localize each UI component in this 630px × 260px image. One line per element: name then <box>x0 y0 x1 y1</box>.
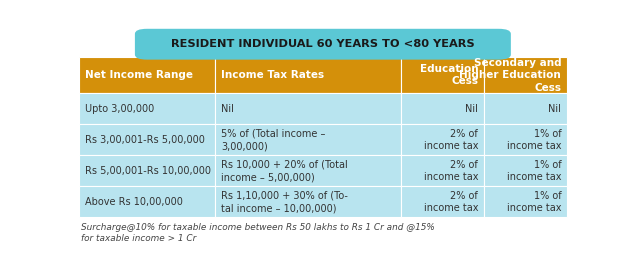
Text: Rs 10,000 + 20% of (Total
income – 5,00,000): Rs 10,000 + 20% of (Total income – 5,00,… <box>221 160 348 182</box>
Bar <box>484 186 567 217</box>
Text: 1% of
income tax: 1% of income tax <box>507 191 561 213</box>
Text: Nil: Nil <box>466 104 478 114</box>
Text: 1% of
income tax: 1% of income tax <box>507 129 561 151</box>
Text: Upto 3,00,000: Upto 3,00,000 <box>84 104 154 114</box>
Text: Surcharge@10% for taxable income between Rs 50 lakhs to Rs 1 Cr and @15%
for tax: Surcharge@10% for taxable income between… <box>81 223 435 244</box>
Bar <box>215 155 401 186</box>
Bar <box>484 57 567 93</box>
Text: Above Rs 10,00,000: Above Rs 10,00,000 <box>84 197 183 207</box>
Text: Rs 5,00,001-Rs 10,00,000: Rs 5,00,001-Rs 10,00,000 <box>84 166 210 176</box>
Bar <box>215 93 401 124</box>
Bar <box>79 186 215 217</box>
Text: 2% of
income tax: 2% of income tax <box>423 160 478 182</box>
Bar <box>79 124 215 155</box>
Text: Secondary and
Higher Education
Cess: Secondary and Higher Education Cess <box>459 58 561 93</box>
Text: Education
Cess: Education Cess <box>420 64 478 86</box>
Text: Nil: Nil <box>548 104 561 114</box>
Bar <box>401 93 484 124</box>
Bar <box>484 93 567 124</box>
Bar <box>484 124 567 155</box>
Text: 2% of
income tax: 2% of income tax <box>423 129 478 151</box>
Bar <box>215 57 401 93</box>
Text: 5% of (Total income –
3,00,000): 5% of (Total income – 3,00,000) <box>221 129 326 151</box>
Bar <box>401 57 484 93</box>
Text: 1% of
income tax: 1% of income tax <box>507 160 561 182</box>
FancyBboxPatch shape <box>135 29 511 60</box>
Text: 2% of
income tax: 2% of income tax <box>423 191 478 213</box>
Bar <box>79 93 215 124</box>
Bar <box>215 124 401 155</box>
Text: Net Income Range: Net Income Range <box>84 70 193 80</box>
Text: Income Tax Rates: Income Tax Rates <box>221 70 324 80</box>
Bar <box>401 186 484 217</box>
Bar <box>401 155 484 186</box>
Bar <box>484 155 567 186</box>
Text: RESIDENT INDIVIDUAL 60 YEARS TO <80 YEARS: RESIDENT INDIVIDUAL 60 YEARS TO <80 YEAR… <box>171 39 474 49</box>
Text: Nil: Nil <box>221 104 234 114</box>
Bar <box>79 155 215 186</box>
Bar <box>215 186 401 217</box>
Bar <box>401 124 484 155</box>
Text: Rs 1,10,000 + 30% of (To-
tal income – 10,00,000): Rs 1,10,000 + 30% of (To- tal income – 1… <box>221 191 348 213</box>
Text: Rs 3,00,001-Rs 5,00,000: Rs 3,00,001-Rs 5,00,000 <box>84 135 205 145</box>
Bar <box>79 57 215 93</box>
